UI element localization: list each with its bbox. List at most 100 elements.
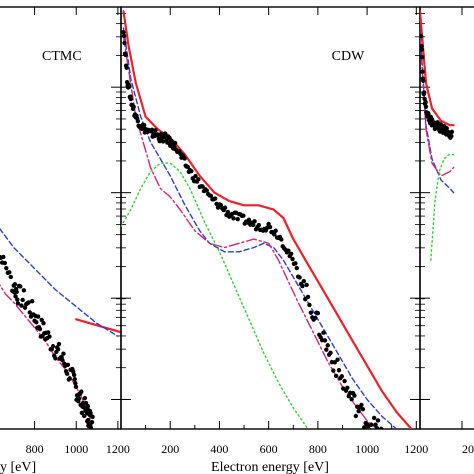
data-point-cdw — [315, 310, 321, 316]
data-point-ctmc — [67, 376, 72, 381]
data-point-right — [422, 90, 427, 95]
panel-right-frame — [419, 6, 474, 430]
data-point-ctmc — [73, 384, 79, 390]
data-point-cdw — [382, 432, 386, 436]
series-line-red-ctmc — [75, 318, 121, 333]
data-point-cdw — [185, 164, 190, 170]
data-point-cdw — [256, 222, 262, 228]
x-tick-label-ctmc-1200: 1200 — [106, 442, 130, 456]
x-tick-label-ctmc-1000: 1000 — [64, 442, 88, 456]
data-point-ctmc — [53, 356, 58, 361]
data-point-ctmc — [47, 334, 52, 339]
data-point-ctmc — [22, 305, 28, 310]
data-point-ctmc — [21, 288, 27, 293]
x-tick-label-cdw-400: 400 — [210, 442, 228, 456]
data-point-ctmc — [64, 371, 70, 376]
panel-ctmc-xlabel: y [eV] — [0, 460, 36, 474]
data-point-ctmc — [88, 410, 93, 416]
x-tick-label-cdw-200: 200 — [161, 442, 179, 456]
data-point-cdw — [149, 127, 155, 133]
data-point-ctmc — [73, 381, 78, 386]
data-point-cdw — [386, 431, 390, 435]
data-point-cdw — [288, 251, 294, 256]
data-point-cdw — [213, 196, 218, 201]
data-point-ctmc — [79, 410, 85, 416]
data-point-ctmc — [50, 344, 56, 349]
panel-ctmc-ticks: 800 1000 1200 — [26, 7, 130, 456]
panel-ctmc-title: CTMC — [42, 49, 82, 64]
data-point-cdw — [123, 52, 128, 58]
data-point-cdw — [222, 205, 228, 210]
data-point-cdw — [250, 222, 256, 228]
panel-right-ticks — [420, 7, 463, 429]
data-point-cdw — [352, 393, 357, 398]
data-point-cdw — [360, 406, 366, 412]
data-point-ctmc — [85, 417, 91, 423]
data-point-cdw — [385, 447, 389, 451]
data-point-ctmc — [90, 414, 95, 420]
data-point-ctmc — [81, 405, 86, 410]
data-point-right — [420, 47, 425, 52]
data-point-cdw — [325, 343, 330, 348]
data-point-cdw — [135, 118, 141, 124]
data-point-cdw — [321, 330, 326, 335]
panel-right-series — [420, 10, 455, 261]
data-point-cdw — [307, 302, 312, 308]
series-line-blue-ctmc — [0, 227, 119, 337]
data-point-cdw — [331, 368, 336, 373]
data-point-cdw — [362, 425, 367, 429]
data-point-cdw — [332, 360, 337, 365]
data-point-cdw — [388, 442, 392, 446]
series-line-blue-cdw — [122, 27, 398, 429]
data-point-ctmc — [13, 294, 18, 299]
data-point-cdw — [153, 128, 158, 133]
data-point-ctmc — [82, 395, 88, 401]
data-point-ctmc — [46, 330, 51, 335]
series-line-green-cdw — [121, 162, 310, 429]
data-point-cdw — [369, 422, 374, 427]
data-point-right — [420, 55, 425, 60]
data-point-cdw — [235, 216, 240, 222]
data-point-cdw — [375, 418, 381, 423]
data-point-right — [423, 104, 429, 109]
data-point-ctmc — [89, 419, 95, 425]
data-point-cdw — [336, 367, 342, 373]
panel-cdw-title: CDW — [332, 49, 365, 64]
data-point-ctmc — [79, 389, 84, 394]
data-point-cdw — [200, 184, 205, 189]
data-point-ctmc — [76, 396, 82, 401]
data-point-cdw — [339, 374, 344, 379]
data-point-cdw — [381, 428, 385, 429]
data-point-cdw — [279, 237, 284, 242]
data-point-cdw — [225, 209, 231, 215]
data-point-cdw — [324, 347, 329, 352]
data-point-ctmc — [39, 317, 44, 323]
data-point-cdw — [383, 437, 387, 441]
data-point-cdw — [305, 294, 311, 300]
data-point-cdw — [371, 415, 377, 421]
data-point-cdw — [167, 135, 172, 140]
data-point-cdw — [359, 402, 364, 408]
data-point-cdw — [121, 33, 127, 39]
x-tick-label-cdw-1200: 1200 — [404, 442, 428, 456]
panel-ctmc-series — [0, 227, 121, 429]
panel-cdw-series — [121, 10, 413, 451]
data-point-right — [421, 78, 426, 83]
data-point-cdw — [142, 122, 147, 128]
x-tick-label-cdw-1000: 1000 — [355, 442, 379, 456]
data-point-ctmc — [14, 289, 19, 295]
data-point-cdw — [356, 408, 361, 414]
data-point-cdw — [169, 138, 174, 144]
data-point-right — [444, 126, 449, 131]
data-point-cdw — [189, 168, 194, 174]
data-point-cdw — [172, 140, 178, 146]
data-point-cdw — [373, 422, 378, 427]
data-point-right — [420, 34, 424, 39]
data-point-cdw — [286, 248, 291, 253]
data-point-ctmc — [60, 358, 65, 363]
data-point-ctmc — [1, 254, 6, 260]
data-point-cdw — [122, 40, 127, 46]
series-line-red-right — [420, 10, 455, 127]
x-tick-label-cdw-800: 800 — [309, 442, 327, 456]
